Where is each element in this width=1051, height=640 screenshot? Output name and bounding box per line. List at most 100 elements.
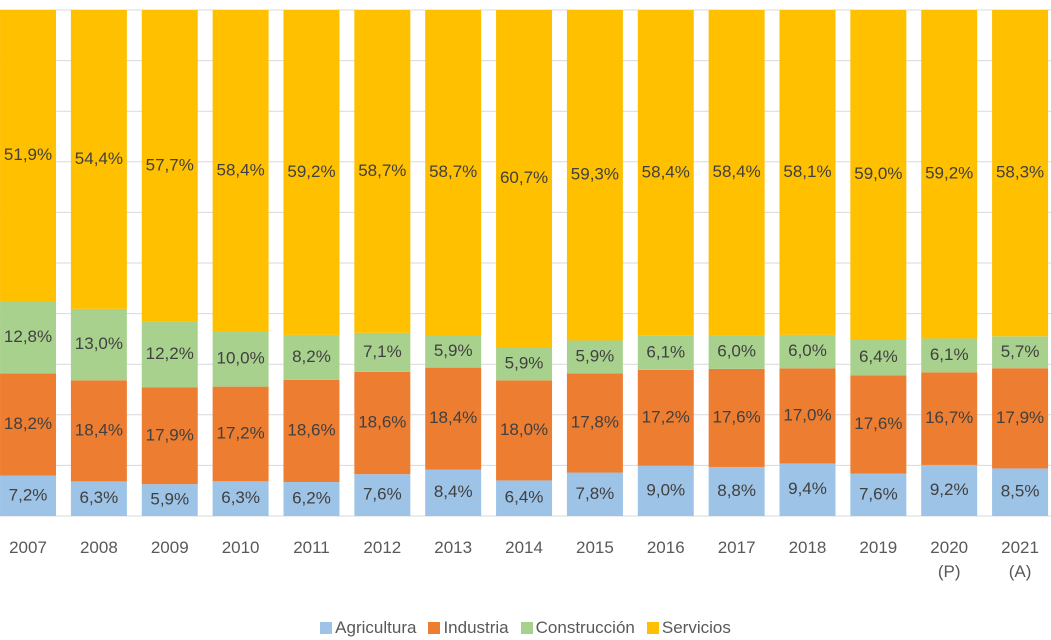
data-label: 58,7% xyxy=(429,162,477,181)
data-label: 7,8% xyxy=(576,484,615,503)
data-label: 17,6% xyxy=(854,414,902,433)
bar-segment xyxy=(921,464,978,516)
data-label: 58,4% xyxy=(713,162,761,181)
data-label: 17,9% xyxy=(146,425,194,444)
bar-segment xyxy=(141,321,198,388)
bar-segment xyxy=(496,480,553,516)
bar-segment xyxy=(779,334,836,369)
data-label: 9,0% xyxy=(646,480,685,499)
x-tick-label: 2011 xyxy=(293,538,330,557)
x-tick-label: 2017 xyxy=(717,538,756,557)
x-tick-label: 2020 (P) xyxy=(930,538,969,581)
data-label: 12,8% xyxy=(4,327,52,346)
data-label: 6,1% xyxy=(646,342,685,361)
data-label: 59,0% xyxy=(854,164,902,183)
data-label: 60,7% xyxy=(500,168,548,187)
bar-segment xyxy=(992,10,1049,337)
bar-segment xyxy=(850,473,907,516)
data-label: 7,6% xyxy=(363,485,402,504)
x-tick-label: 2013 xyxy=(434,538,473,557)
data-label: 17,9% xyxy=(996,408,1044,427)
data-label: 17,0% xyxy=(783,405,831,424)
data-label: 8,2% xyxy=(292,347,331,366)
data-label: 16,7% xyxy=(925,408,973,427)
data-label: 9,4% xyxy=(788,479,827,498)
data-label: 18,6% xyxy=(358,413,406,432)
bar-segment xyxy=(708,466,765,516)
data-label: 5,7% xyxy=(1001,342,1040,361)
data-label: 59,2% xyxy=(287,162,335,181)
bar-segment xyxy=(566,472,623,516)
x-tick-label: 2014 xyxy=(505,538,543,557)
bar-segment xyxy=(354,10,411,333)
legend-swatch xyxy=(520,622,533,634)
bar-segment xyxy=(921,10,978,339)
data-label: 6,0% xyxy=(788,341,827,360)
bar-segment xyxy=(212,10,269,332)
bar-segment xyxy=(779,368,836,464)
bar-segment xyxy=(779,463,836,516)
bar-segment xyxy=(496,10,553,348)
bar-segment xyxy=(566,373,623,473)
data-label: 7,1% xyxy=(363,342,402,361)
bar-segment xyxy=(354,474,411,516)
bar-segment xyxy=(992,468,1049,516)
data-label: 6,4% xyxy=(859,347,898,366)
bar-segment xyxy=(637,335,694,370)
x-tick-label: 2018 xyxy=(788,538,827,557)
data-label: 5,9% xyxy=(434,341,473,360)
data-label: 17,2% xyxy=(642,407,690,426)
bar-segment xyxy=(921,372,978,465)
bar-segment xyxy=(708,10,765,336)
data-label: 18,4% xyxy=(75,420,123,439)
bar-segment xyxy=(637,10,694,336)
data-label: 57,7% xyxy=(146,155,194,174)
bar-segment xyxy=(566,340,623,374)
legend-item: Servicios xyxy=(646,618,731,638)
legend-item: Agricultura xyxy=(320,618,416,638)
bar-segment xyxy=(70,481,127,516)
bar-segment xyxy=(708,368,765,467)
data-label: 6,3% xyxy=(221,488,260,507)
bar-segment xyxy=(566,10,623,341)
data-label: 17,2% xyxy=(217,423,265,442)
x-tick-label: 2012 xyxy=(363,538,402,557)
bar-segment xyxy=(0,10,57,302)
data-label: 13,0% xyxy=(75,334,123,353)
x-tick-label: 2010 xyxy=(221,538,260,557)
data-label: 58,7% xyxy=(358,161,406,180)
legend-item: Construcción xyxy=(520,618,635,638)
data-label: 58,3% xyxy=(996,163,1044,182)
legend-label: Construcción xyxy=(535,618,635,637)
bar-segment xyxy=(283,334,340,380)
bar-segment xyxy=(283,481,340,516)
bar-segment xyxy=(70,380,127,482)
x-tick-label: 2007 xyxy=(9,538,47,557)
data-label: 7,2% xyxy=(9,485,48,504)
data-label: 6,2% xyxy=(292,488,331,507)
legend-item: Industria xyxy=(428,618,509,638)
bar-segment xyxy=(779,10,836,335)
bar-segment xyxy=(70,308,127,381)
data-label: 59,2% xyxy=(925,164,973,183)
data-label: 5,9% xyxy=(150,490,189,509)
bar-segment xyxy=(212,331,269,387)
data-label: 54,4% xyxy=(75,149,123,168)
bar-segment xyxy=(212,481,269,516)
bar-segment xyxy=(496,380,553,481)
legend-swatch xyxy=(428,622,441,634)
bar-segment xyxy=(425,10,482,335)
data-label: 9,2% xyxy=(930,480,969,499)
x-tick-label: 2009 xyxy=(150,538,189,557)
bar-segment xyxy=(850,339,907,376)
data-label: 18,6% xyxy=(287,420,335,439)
x-tick-label: 2015 xyxy=(575,538,614,557)
data-label: 18,0% xyxy=(500,420,548,439)
bar-segment xyxy=(425,469,482,516)
data-label: 5,9% xyxy=(576,346,615,365)
data-label: 8,4% xyxy=(434,482,473,501)
bar-segment xyxy=(496,347,553,381)
data-label: 8,5% xyxy=(1001,482,1040,501)
